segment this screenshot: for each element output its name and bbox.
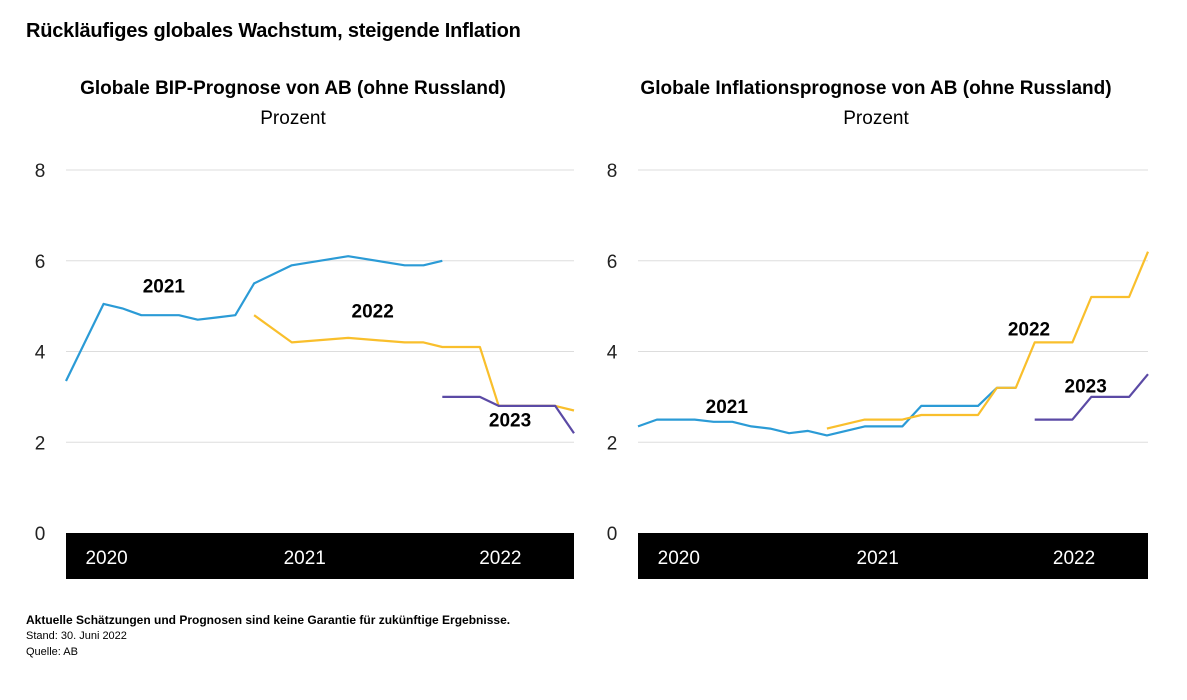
series-line-2023 xyxy=(442,395,575,434)
source-note: Quelle: AB xyxy=(26,646,78,658)
x-tick-label: 2020 xyxy=(85,548,127,569)
y-tick-label: 4 xyxy=(607,343,618,364)
series-line-2022 xyxy=(253,314,575,412)
y-tick-label: 6 xyxy=(35,252,46,273)
y-tick-label: 2 xyxy=(607,433,618,454)
gdp-chart-title: Globale BIP-Prognose von AB (ohne Russla… xyxy=(80,78,506,99)
y-tick-label: 8 xyxy=(35,161,46,182)
x-tick-label: 2021 xyxy=(857,548,899,569)
x-tick-label: 2020 xyxy=(658,548,700,569)
page-title: Rückläufiges globales Wachstum, steigend… xyxy=(26,20,521,42)
x-tick-label: 2021 xyxy=(284,548,326,569)
y-tick-label: 6 xyxy=(607,252,618,273)
series-label-2022: 2022 xyxy=(352,301,394,322)
inflation-chart-title: Globale Inflationsprognose von AB (ohne … xyxy=(640,78,1112,99)
series-line-2022 xyxy=(826,251,1150,430)
inflation-chart-plot: 0 2 4 6 8 2020 2021 2022 2021 2022 2023 xyxy=(607,161,1150,579)
inflation-chart-panel: Globale Inflationsprognose von AB (ohne … xyxy=(580,0,1160,600)
series-label-2022: 2022 xyxy=(1008,320,1050,341)
disclaimer-text: Aktuelle Schätzungen und Prognosen sind … xyxy=(26,613,511,627)
gdp-chart-subtitle: Prozent xyxy=(260,108,326,129)
series-label-2023: 2023 xyxy=(489,410,531,431)
gdp-chart-panel: Globale BIP-Prognose von AB (ohne Russla… xyxy=(8,0,588,600)
y-tick-label: 0 xyxy=(607,524,618,545)
series-line-2021 xyxy=(65,255,443,382)
date-note: Stand: 30. Juni 2022 xyxy=(26,630,127,642)
y-tick-label: 8 xyxy=(607,161,618,182)
x-axis-bar xyxy=(66,533,574,579)
x-tick-label: 2022 xyxy=(479,548,521,569)
series-label-2021: 2021 xyxy=(706,397,749,418)
y-tick-label: 0 xyxy=(35,524,46,545)
x-axis-bar xyxy=(638,533,1148,579)
series-line-2021 xyxy=(637,386,1016,437)
series-label-2021: 2021 xyxy=(143,277,186,298)
gdp-chart-plot: 0 2 4 6 8 2020 2021 2022 2021 2022 2023 xyxy=(35,161,575,579)
series-label-2023: 2023 xyxy=(1065,376,1107,397)
y-tick-label: 2 xyxy=(35,433,46,454)
series-line-2023 xyxy=(1034,373,1149,421)
inflation-chart-subtitle: Prozent xyxy=(843,108,909,129)
x-tick-label: 2022 xyxy=(1053,548,1095,569)
y-tick-label: 4 xyxy=(35,343,46,364)
